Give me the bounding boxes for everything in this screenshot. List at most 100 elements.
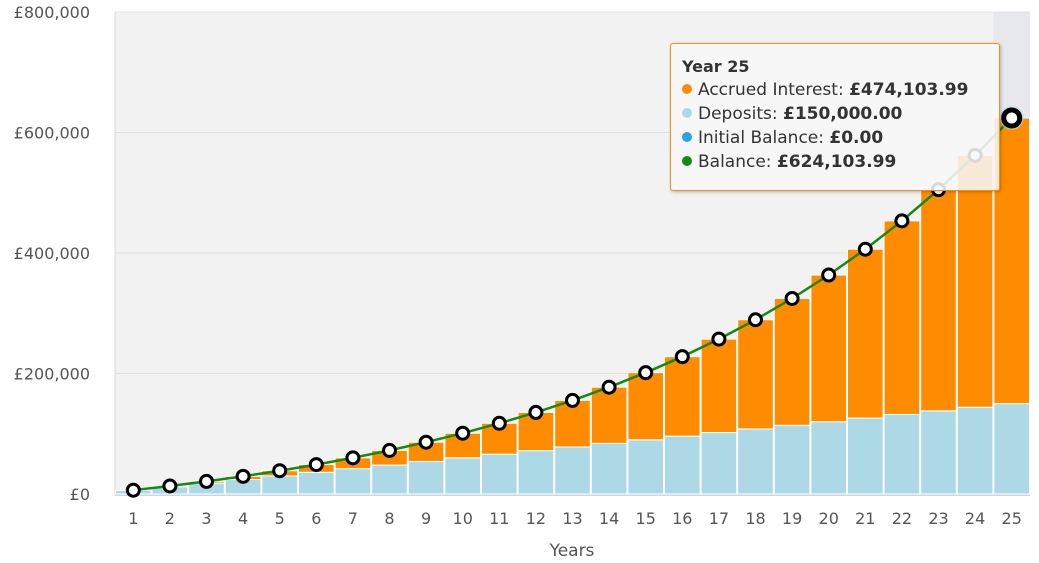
balance-marker xyxy=(821,267,837,283)
bar-accrued-interest xyxy=(627,372,665,441)
y-tick-label: £800,000 xyxy=(14,3,90,22)
bar-deposits xyxy=(627,439,665,495)
x-tick-label: 10 xyxy=(453,509,473,528)
bar-accrued-interest xyxy=(847,248,884,419)
tooltip-value: £0.00 xyxy=(829,128,884,148)
x-tick-label: 13 xyxy=(562,509,582,528)
bar-deposits xyxy=(371,464,408,495)
bar-deposits xyxy=(444,457,481,495)
x-tick-label: 11 xyxy=(489,509,509,528)
bar-deposits xyxy=(883,413,921,495)
balance-marker xyxy=(491,415,507,431)
bar-deposits xyxy=(590,442,628,495)
balance-marker xyxy=(1001,107,1023,129)
bar-deposits xyxy=(993,403,1031,495)
bar-accrued-interest xyxy=(956,154,994,408)
bar-deposits xyxy=(481,453,518,495)
bar-deposits xyxy=(298,471,335,495)
bar-deposits xyxy=(810,421,848,495)
balance-marker xyxy=(748,312,763,328)
legend-dot-icon xyxy=(682,108,692,118)
balance-marker xyxy=(162,478,178,494)
bar-deposits xyxy=(920,410,957,495)
balance-marker xyxy=(784,290,800,306)
y-tick-label: £0 xyxy=(70,485,90,504)
x-tick-label: 22 xyxy=(892,509,912,528)
legend-dot-icon xyxy=(682,156,692,166)
bar-deposits xyxy=(334,468,372,495)
balance-marker xyxy=(857,241,873,257)
balance-marker xyxy=(272,463,288,479)
x-tick-label: 6 xyxy=(311,509,321,528)
bar-deposits xyxy=(956,406,994,495)
tooltip-label: Deposits: xyxy=(698,104,783,124)
bar-deposits xyxy=(554,446,591,495)
balance-marker xyxy=(125,482,141,498)
x-axis-label: Years xyxy=(549,541,595,561)
bar-accrued-interest xyxy=(664,356,701,437)
bar-deposits xyxy=(737,428,774,495)
balance-marker xyxy=(235,468,251,484)
balance-marker xyxy=(528,404,544,420)
x-tick-label: 21 xyxy=(855,509,875,528)
x-tick-label: 15 xyxy=(636,509,656,528)
x-tick-label: 3 xyxy=(201,509,211,528)
balance-marker xyxy=(418,434,434,450)
bar-accrued-interest xyxy=(554,399,591,448)
bar-deposits xyxy=(847,417,884,495)
x-tick-label: 24 xyxy=(965,509,985,528)
balance-marker xyxy=(345,450,361,466)
x-tick-label: 25 xyxy=(1002,509,1022,528)
balance-marker xyxy=(711,331,727,347)
bar-deposits xyxy=(664,435,701,495)
bar-deposits xyxy=(261,475,298,495)
bar-accrued-interest xyxy=(920,189,957,412)
tooltip-row: Balance: £624,103.99 xyxy=(682,150,988,174)
bar-deposits xyxy=(407,460,445,495)
legend-dot-icon xyxy=(682,132,692,142)
tooltip-value: £624,103.99 xyxy=(776,152,897,172)
bar-accrued-interest xyxy=(810,274,848,423)
bar-accrued-interest xyxy=(590,386,628,444)
tooltip: Year 25 Accrued Interest: £474,103.99 Dep… xyxy=(670,43,1000,191)
tooltip-row: Accrued Interest: £474,103.99 xyxy=(682,78,988,102)
x-tick-label: 16 xyxy=(672,509,692,528)
balance-marker xyxy=(308,457,324,473)
x-tick-label: 1 xyxy=(128,509,138,528)
balance-marker xyxy=(674,349,690,365)
balance-marker xyxy=(199,473,214,489)
tooltip-value: £150,000.00 xyxy=(782,104,903,124)
x-tick-label: 23 xyxy=(928,509,948,528)
y-tick-label: £200,000 xyxy=(14,365,90,384)
balance-marker xyxy=(601,379,617,395)
balance-marker xyxy=(894,213,910,229)
tooltip-row: Initial Balance: £0.00 xyxy=(682,126,988,150)
x-tick-label: 14 xyxy=(599,509,619,528)
bar-deposits xyxy=(773,424,811,495)
x-tick-label: 9 xyxy=(421,509,431,528)
tooltip-label: Balance: xyxy=(698,152,777,172)
tooltip-label: Accrued Interest: xyxy=(698,80,850,100)
bar-deposits xyxy=(700,432,738,495)
bar-accrued-interest xyxy=(773,297,811,426)
tooltip-title: Year 25 xyxy=(682,57,750,76)
bar-accrued-interest xyxy=(700,338,738,434)
x-tick-label: 5 xyxy=(275,509,285,528)
bar-accrued-interest xyxy=(883,220,921,415)
tooltip-value: £474,103.99 xyxy=(849,80,969,100)
bar-accrued-interest xyxy=(737,319,774,430)
balance-marker xyxy=(565,392,580,408)
balance-marker xyxy=(638,365,654,381)
x-tick-label: 4 xyxy=(238,509,248,528)
x-tick-label: 19 xyxy=(782,509,802,528)
tooltip-label: Initial Balance: xyxy=(698,128,830,148)
x-tick-label: 7 xyxy=(348,509,358,528)
x-tick-label: 2 xyxy=(165,509,175,528)
x-tick-label: 17 xyxy=(709,509,729,528)
legend-dot-icon xyxy=(682,84,692,94)
x-tick-label: 20 xyxy=(819,509,839,528)
tooltip-row: Deposits: £150,000.00 xyxy=(682,102,988,126)
balance-marker xyxy=(382,442,397,458)
y-tick-label: £400,000 xyxy=(14,244,90,263)
